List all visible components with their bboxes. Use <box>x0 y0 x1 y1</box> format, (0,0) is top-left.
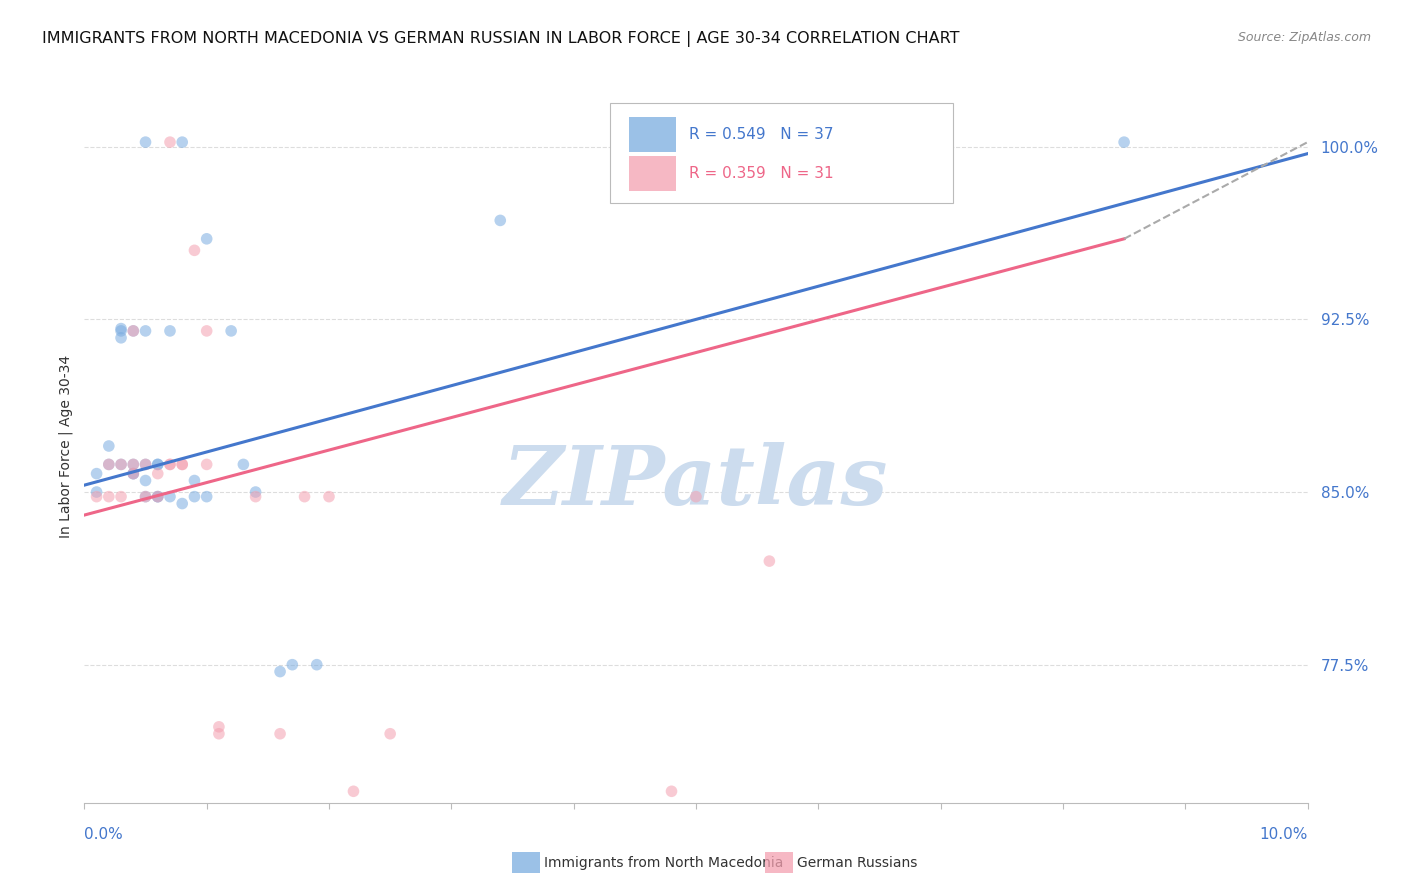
Point <box>342 784 364 798</box>
Point <box>122 324 145 338</box>
Point <box>146 490 169 504</box>
Point <box>146 490 169 504</box>
Point <box>122 467 145 481</box>
Point <box>146 458 169 472</box>
Point <box>661 784 683 798</box>
Point <box>135 474 157 488</box>
Point <box>195 324 218 338</box>
Point <box>135 458 157 472</box>
Point <box>172 458 194 472</box>
Point <box>172 497 194 511</box>
Point <box>110 458 132 472</box>
Point <box>97 458 120 472</box>
Point <box>135 135 157 149</box>
Point <box>146 458 169 472</box>
Text: German Russians: German Russians <box>797 855 918 870</box>
Point <box>208 727 231 741</box>
Point <box>159 458 181 472</box>
Point <box>685 490 707 504</box>
Point <box>146 490 169 504</box>
Text: IMMIGRANTS FROM NORTH MACEDONIA VS GERMAN RUSSIAN IN LABOR FORCE | AGE 30-34 COR: IMMIGRANTS FROM NORTH MACEDONIA VS GERMA… <box>42 31 960 47</box>
Text: R = 0.359   N = 31: R = 0.359 N = 31 <box>689 166 834 181</box>
Text: 0.0%: 0.0% <box>84 827 124 841</box>
Text: R = 0.549   N = 37: R = 0.549 N = 37 <box>689 128 834 143</box>
Point <box>195 490 218 504</box>
Point <box>159 324 181 338</box>
Point <box>183 244 205 258</box>
Point <box>219 324 242 338</box>
Point <box>135 490 157 504</box>
Point <box>294 490 316 504</box>
Point <box>146 467 169 481</box>
FancyBboxPatch shape <box>610 103 953 203</box>
Point <box>122 324 145 338</box>
Point <box>110 331 132 345</box>
Point <box>245 490 267 504</box>
Point <box>245 485 267 500</box>
Point <box>758 554 780 568</box>
Point <box>97 490 120 504</box>
Point <box>122 467 145 481</box>
Point <box>159 458 181 472</box>
Point <box>122 467 145 481</box>
Point <box>135 324 157 338</box>
Point <box>86 485 108 500</box>
Text: ZIPatlas: ZIPatlas <box>503 442 889 522</box>
Point <box>208 720 231 734</box>
Point <box>110 490 132 504</box>
Text: 10.0%: 10.0% <box>1260 827 1308 841</box>
Point <box>183 490 205 504</box>
Point <box>195 458 218 472</box>
Point <box>86 467 108 481</box>
Point <box>318 490 340 504</box>
Point <box>86 490 108 504</box>
Point <box>110 321 132 335</box>
Text: Immigrants from North Macedonia: Immigrants from North Macedonia <box>544 855 783 870</box>
Point <box>195 232 218 246</box>
Point <box>97 458 120 472</box>
FancyBboxPatch shape <box>628 118 676 153</box>
Point <box>183 474 205 488</box>
Point <box>159 490 181 504</box>
Point <box>122 458 145 472</box>
Point <box>122 458 145 472</box>
Text: Source: ZipAtlas.com: Source: ZipAtlas.com <box>1237 31 1371 45</box>
Point <box>489 213 512 227</box>
Point <box>172 135 194 149</box>
Point <box>281 657 304 672</box>
Point <box>1114 135 1136 149</box>
Point <box>135 458 157 472</box>
Point <box>97 439 120 453</box>
Y-axis label: In Labor Force | Age 30-34: In Labor Force | Age 30-34 <box>59 354 73 538</box>
Point <box>110 324 132 338</box>
Point <box>269 665 291 679</box>
Point <box>110 458 132 472</box>
Point <box>269 727 291 741</box>
Point <box>305 657 328 672</box>
Point <box>159 135 181 149</box>
Point <box>232 458 254 472</box>
Point <box>380 727 402 741</box>
Point <box>135 490 157 504</box>
Point <box>172 458 194 472</box>
FancyBboxPatch shape <box>628 156 676 191</box>
